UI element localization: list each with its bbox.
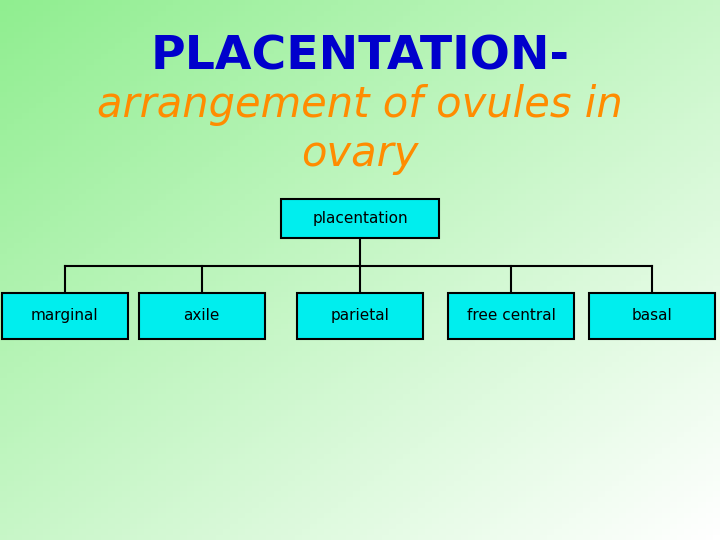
FancyBboxPatch shape	[589, 293, 714, 339]
Text: axile: axile	[184, 308, 220, 323]
FancyBboxPatch shape	[297, 293, 423, 339]
Text: PLACENTATION-: PLACENTATION-	[150, 34, 570, 79]
FancyBboxPatch shape	[139, 293, 265, 339]
Text: basal: basal	[631, 308, 672, 323]
FancyBboxPatch shape	[2, 293, 128, 339]
Text: marginal: marginal	[31, 308, 99, 323]
Text: placentation: placentation	[312, 211, 408, 226]
FancyBboxPatch shape	[448, 293, 575, 339]
Text: arrangement of ovules in
ovary: arrangement of ovules in ovary	[97, 84, 623, 175]
FancyBboxPatch shape	[281, 199, 439, 238]
Text: free central: free central	[467, 308, 556, 323]
Text: parietal: parietal	[330, 308, 390, 323]
